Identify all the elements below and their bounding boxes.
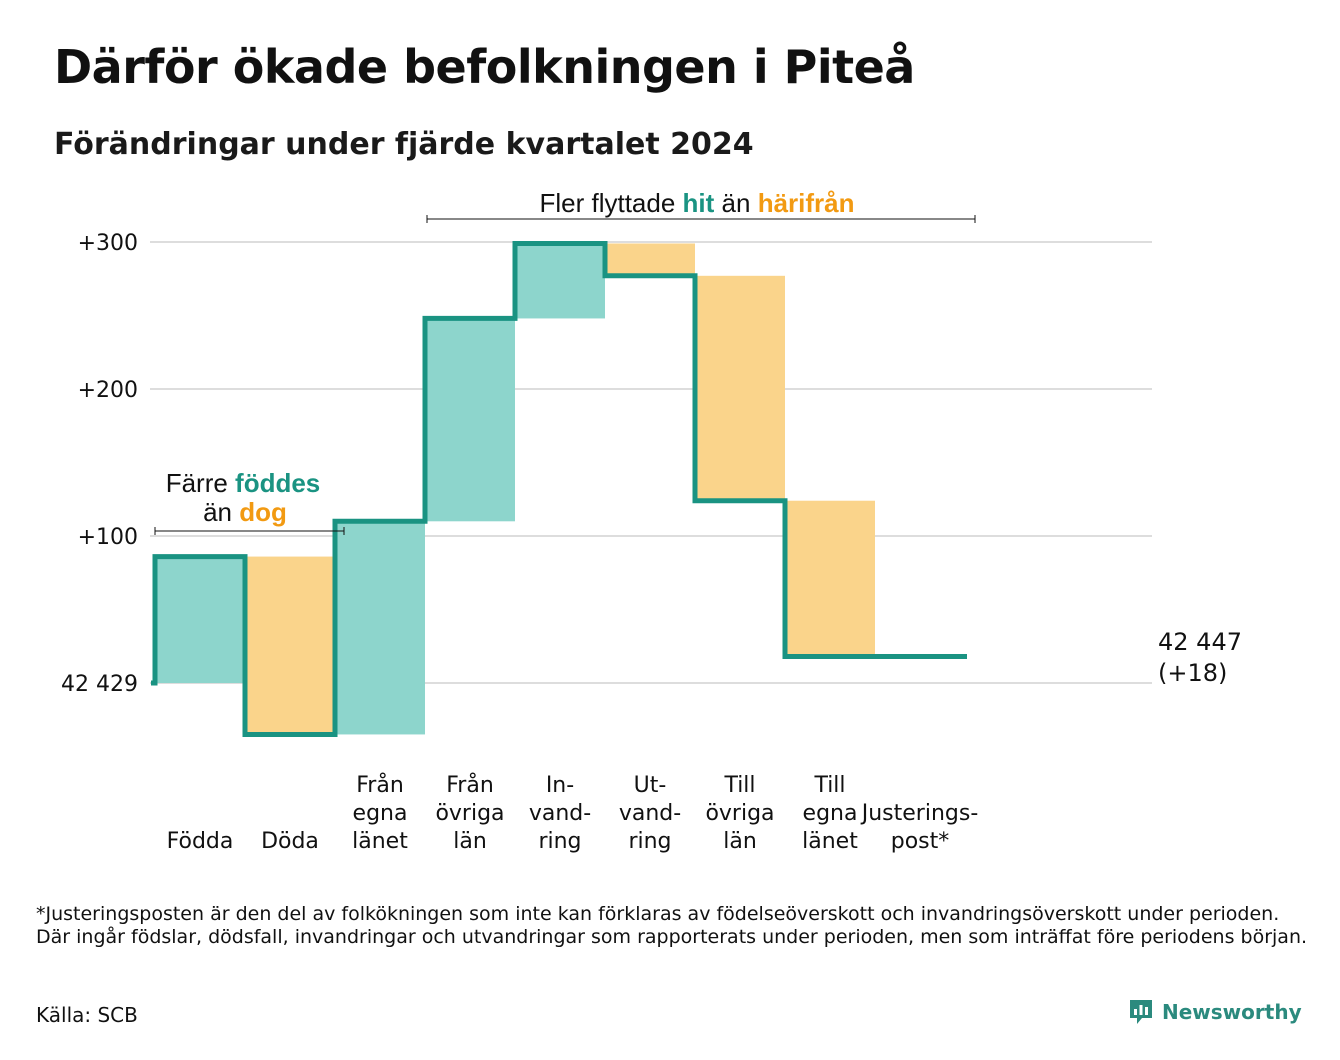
bars [155,243,875,735]
chart-subtitle: Förändringar under fjärde kvartalet 2024 [54,127,754,162]
bar-3 [425,318,515,522]
births-bracket [154,527,345,535]
source-label: Källa: SCB [36,1003,138,1027]
y-tick-label-0: 42 429 [61,672,138,697]
bar-5 [605,243,695,276]
x-category-label-1: Döda [261,829,319,854]
y-tick-label-2: +200 [78,378,138,403]
brand-name: Newsworthy [1162,1000,1302,1024]
births-annotation-line2: än dog [203,497,287,527]
births-annotation: Färre föddes än dog [154,468,345,535]
bar-4 [515,243,605,319]
migration-bracket [426,215,976,223]
bar-6 [695,275,785,501]
waterfall-chart: 42 429 +100 +200 +300 Födda Döda Från egna länet… [61,188,1242,854]
bar-7 [785,500,875,657]
x-category-label-3: Från övriga län [435,772,504,854]
y-tick-label-3: +300 [78,231,138,256]
x-category-label-6: Till övriga län [705,773,774,854]
migration-annotation: Fler flyttade hit än härifrån [426,188,976,223]
x-category-label-0: Födda [167,829,234,854]
bar-0 [155,556,245,683]
final-value-label: 42 447 [1158,628,1242,656]
x-category-label-5: Ut-vand-ring [619,773,681,854]
x-category-label-7: Till egna länet [802,773,858,854]
step-line-layer [151,241,967,737]
brand[interactable]: Newsworthy [1128,998,1302,1026]
y-tick-label-1: +100 [78,525,138,550]
x-category-label-4: In-vand-ring [529,773,591,854]
bar-1 [245,556,335,735]
step-line [151,241,967,737]
labels: 42 429 +100 +200 +300 Födda Döda Från egna länet… [61,231,978,854]
bar-2 [335,521,425,735]
migration-annotation-text: Fler flyttade hit än härifrån [539,188,854,218]
newsworthy-logo-icon [1130,1000,1152,1024]
final-change-label: (+18) [1158,659,1227,687]
x-category-label-8: Justerings-post* [860,801,979,854]
births-annotation-line1: Färre föddes [166,468,321,498]
chart-title: Därför ökade befolkningen i Piteå [54,40,915,94]
footnote: *Justeringsposten är den del av folkökni… [36,903,1308,948]
x-category-label-2: Från egna länet [352,772,408,854]
